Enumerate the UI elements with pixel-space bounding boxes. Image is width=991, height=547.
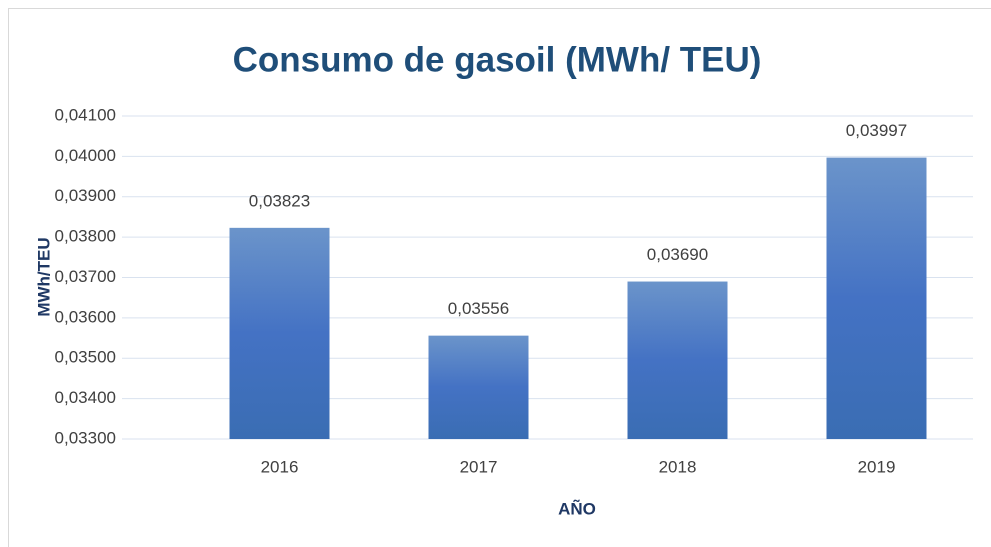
y-tick-label: 0,03900 [55, 186, 116, 205]
chart-border [8, 8, 991, 547]
data-label: 0,03823 [249, 191, 310, 210]
y-tick-label: 0,04000 [55, 146, 116, 165]
data-label: 0,03690 [647, 245, 708, 264]
y-tick-label: 0,04100 [55, 105, 116, 124]
y-tick-label: 0,03600 [55, 307, 116, 326]
y-tick-label: 0,03400 [55, 388, 116, 407]
bar [826, 157, 927, 439]
chart-title: Consumo de gasoil (MWh/ TEU) [233, 40, 762, 79]
bar [428, 335, 529, 439]
x-tick-label: 2018 [659, 457, 697, 476]
data-label: 0,03556 [448, 299, 509, 318]
x-tick-label: 2019 [858, 457, 896, 476]
x-tick-label: 2017 [460, 457, 498, 476]
y-tick-label: 0,03500 [55, 348, 116, 367]
x-axis-label: AÑO [558, 498, 596, 518]
y-tick-label: 0,03800 [55, 227, 116, 246]
y-tick-label: 0,03700 [55, 267, 116, 286]
bar [627, 281, 728, 439]
y-tick-label: 0,03300 [55, 428, 116, 447]
data-label: 0,03997 [846, 121, 907, 140]
bar [229, 227, 330, 439]
x-tick-label: 2016 [261, 457, 299, 476]
y-axis-label: MWh/TEU [34, 237, 53, 316]
